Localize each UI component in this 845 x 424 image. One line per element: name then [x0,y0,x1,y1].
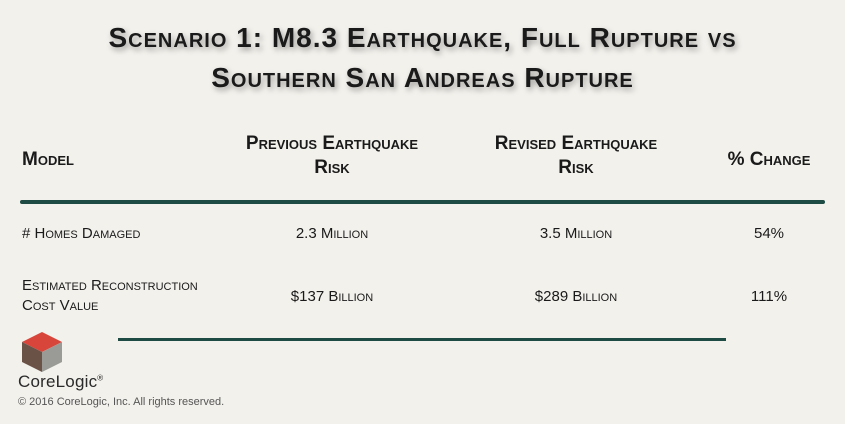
header-revised-risk: Revised Earthquake Risk [458,132,694,180]
header-previous-risk-line1: Previous Earthquake [245,133,419,154]
row-revised-value: 3.5 Million [539,225,613,242]
row-model-label-line2: Cost Value [22,297,99,314]
row-model-label: Estimated Reconstruction Cost Value [22,276,198,316]
row-change-value: 111% [750,288,788,305]
header-previous-risk: Previous Earthquake Risk [212,132,452,180]
header-revised-risk-line1: Revised Earthquake [494,133,658,154]
header-model: Model [22,149,74,170]
brand-name-text: CoreLogic [18,372,98,391]
header-percent-change: % Change [727,149,811,170]
brand-name: CoreLogic® [18,372,103,392]
corelogic-logo-icon [22,332,62,372]
header-previous-risk-line2: Risk [314,157,350,178]
row-previous-value: 2.3 Million [295,225,369,242]
slide-title: Scenario 1: M8.3 Earthquake, Full Ruptur… [0,18,845,98]
trademark-symbol: ® [97,373,104,383]
row-revised-value: $289 Billion [534,288,618,305]
slide-title-line2: Southern San Andreas Rupture [211,62,634,93]
row-model-label-line1: Estimated Reconstruction [22,277,198,294]
table-bottom-rule [118,338,726,341]
row-model-label: # Homes Damaged [22,225,141,242]
row-previous-value: $137 Billion [290,288,374,305]
header-revised-risk-line2: Risk [558,157,594,178]
table-top-rule [20,200,825,204]
copyright-notice: © 2016 CoreLogic, Inc. All rights reserv… [18,396,225,408]
slide-title-line1: Scenario 1: M8.3 Earthquake, Full Ruptur… [108,22,737,53]
row-change-value: 54% [753,225,785,242]
